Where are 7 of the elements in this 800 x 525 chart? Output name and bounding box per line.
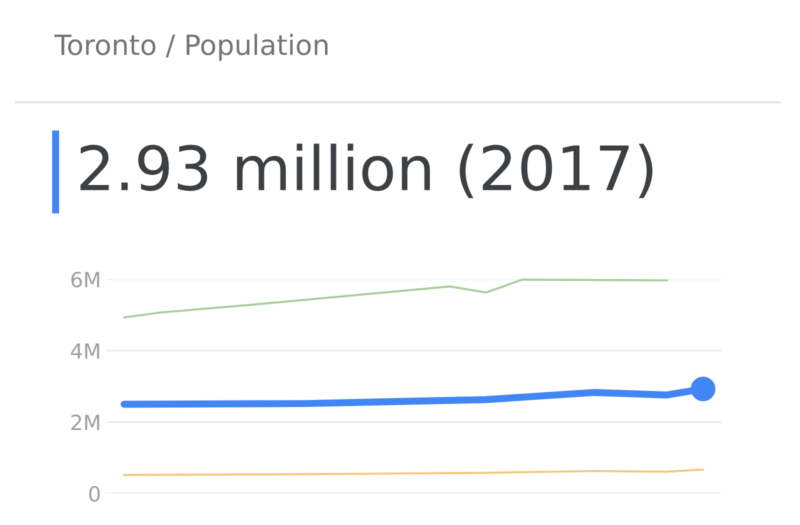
y-tick-label: 0 [89,486,100,502]
chart-subtitle: 2.93 million (2017) [80,144,652,198]
line-series [123,278,668,319]
y-tick-label: 6M [71,272,100,288]
y-tick-label: 4M [70,343,100,359]
chart-title: Toronto / Population [54,34,328,61]
y-tick-label: 2M [71,414,100,430]
